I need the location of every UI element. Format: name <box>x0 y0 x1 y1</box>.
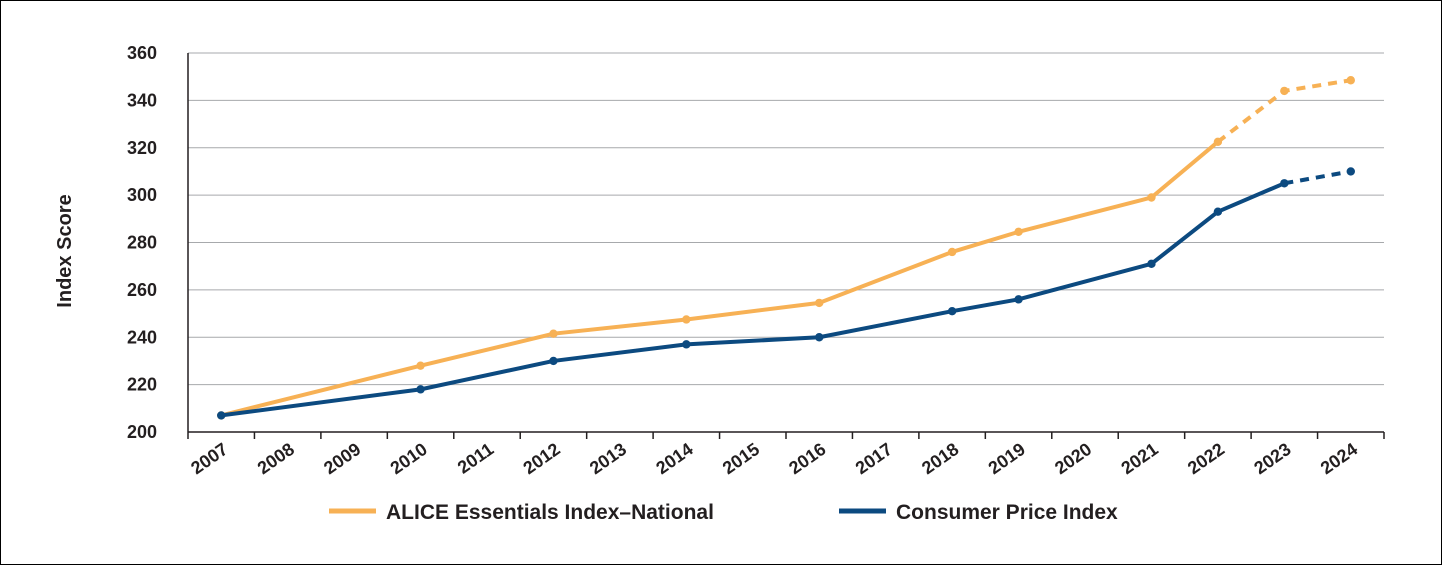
y-tick-label: 260 <box>127 280 157 300</box>
x-tick-label: 2015 <box>719 439 763 478</box>
legend: ALICE Essentials Index–National Consumer… <box>329 501 1118 524</box>
x-tick-label: 2014 <box>652 439 696 478</box>
data-point <box>815 298 824 308</box>
y-tick-label: 340 <box>127 90 157 110</box>
x-tick-label: 2023 <box>1250 439 1294 478</box>
data-point <box>1280 86 1289 96</box>
y-axis-ticks: 200 220 240 260 280 300 320 340 360 <box>127 43 157 442</box>
y-axis-title: Index Score <box>54 194 76 307</box>
x-tick-label: 2020 <box>1051 439 1095 478</box>
x-tick-label: 2009 <box>320 439 364 478</box>
y-tick-label: 200 <box>127 422 157 442</box>
y-tick-label: 220 <box>127 375 157 395</box>
data-point <box>416 361 425 370</box>
x-tick-label: 2013 <box>586 439 630 478</box>
x-tick-label: 2018 <box>918 439 962 478</box>
x-tick-label: 2021 <box>1117 439 1161 478</box>
x-tick-label: 2016 <box>785 439 829 478</box>
data-point <box>549 329 558 338</box>
data-point <box>1213 137 1223 147</box>
x-tick-label: 2007 <box>187 439 231 478</box>
x-tick-label: 2024 <box>1317 439 1361 478</box>
data-point <box>815 333 824 342</box>
data-point <box>1014 295 1023 304</box>
x-axis: 2007 2008 2009 2010 2011 2012 2013 2014 2015 2016… <box>187 53 1385 478</box>
data-point <box>1346 167 1355 176</box>
data-point <box>1213 207 1223 216</box>
x-tick-label: 2008 <box>254 439 298 478</box>
y-tick-label: 300 <box>127 185 157 205</box>
data-point <box>416 385 425 394</box>
data-point <box>682 315 691 324</box>
x-tick-label: 2012 <box>519 439 563 478</box>
legend-label-alice: ALICE Essentials Index–National <box>386 501 714 524</box>
legend-label-cpi: Consumer Price Index <box>896 501 1118 524</box>
data-point <box>1346 76 1355 85</box>
data-point <box>682 340 691 349</box>
data-point <box>947 247 957 257</box>
x-tick-label: 2010 <box>387 439 431 478</box>
x-tick-label: 2022 <box>1184 439 1228 478</box>
series-projection-line-1 <box>1283 169 1352 186</box>
series-group <box>217 76 1355 420</box>
data-point <box>549 356 558 366</box>
y-tick-label: 320 <box>127 138 157 158</box>
series-line-0 <box>220 140 1220 418</box>
x-tick-label: 2011 <box>454 439 497 478</box>
gridlines <box>188 52 1384 386</box>
data-point <box>947 306 957 316</box>
x-tick-label: 2017 <box>852 439 896 478</box>
y-tick-label: 240 <box>127 327 157 347</box>
data-point <box>1280 179 1289 188</box>
data-point <box>217 411 226 420</box>
x-tick-label: 2019 <box>985 439 1029 478</box>
y-tick-label: 360 <box>127 43 157 63</box>
data-point <box>1147 193 1156 202</box>
y-tick-label: 280 <box>127 233 157 253</box>
data-point <box>1014 227 1023 237</box>
series-line-1 <box>220 181 1286 418</box>
data-point <box>1147 259 1156 269</box>
